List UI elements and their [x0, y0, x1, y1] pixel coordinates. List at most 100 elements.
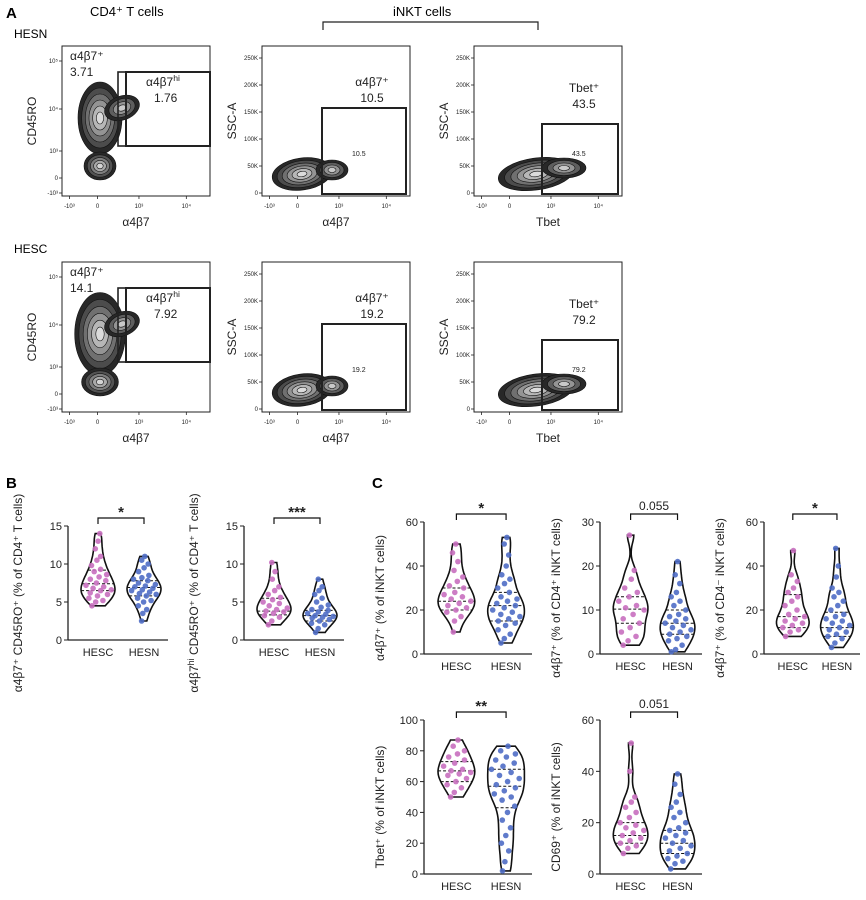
x-tick-label: 10³	[547, 204, 556, 210]
data-point	[503, 832, 509, 839]
significance-label: **	[475, 698, 487, 715]
data-point	[504, 809, 511, 816]
data-point	[444, 781, 450, 788]
data-point	[672, 860, 678, 867]
panel-c-letter: C	[372, 475, 383, 492]
inner-gate-value: 43.5	[572, 151, 586, 158]
hi-gate-label: α4β7hi	[146, 289, 180, 305]
data-point	[87, 590, 93, 596]
x-axis-label: α4β7	[322, 215, 350, 229]
violin-hesn	[819, 545, 855, 651]
y-axis-label: Tbet⁺ (% of iNKT cells)	[373, 746, 387, 869]
data-point	[630, 611, 636, 618]
flow-plot-hesc-inkt-a4b7: -10³ 0 10³ 10⁴ 0 50K 100K 150K 200K 250K α4β7 SSC-A…	[225, 261, 411, 445]
y-axis-label: α4β7hi CD45RO⁺ (% of CD4⁺ T cells)	[186, 493, 201, 692]
inner-gate-value: 79.2	[572, 367, 586, 374]
data-point	[628, 576, 635, 582]
data-point	[138, 618, 145, 624]
data-point	[321, 622, 328, 628]
y-tick-label: 10⁴	[49, 322, 59, 329]
data-point	[460, 574, 466, 580]
data-point	[673, 799, 680, 805]
y-tick-label: 200K	[244, 83, 258, 89]
data-point	[501, 580, 508, 587]
data-point	[140, 610, 146, 617]
y-axis-label: α4β7⁺ CD45RO⁺ (% of CD4⁺ T cells)	[11, 494, 25, 692]
data-point	[450, 629, 457, 635]
data-point	[507, 576, 513, 582]
x-tick-label: -10³	[264, 420, 275, 426]
data-point	[452, 589, 458, 596]
x-axis-label: Tbet	[536, 215, 561, 229]
data-point	[458, 613, 464, 620]
data-point	[512, 751, 519, 757]
data-point	[316, 587, 322, 594]
data-point	[832, 613, 839, 620]
significance-label: ***	[288, 504, 306, 521]
data-point	[505, 743, 511, 749]
category-label: HESC	[83, 647, 114, 659]
gate-label: α4β7⁺	[355, 75, 389, 89]
data-point	[846, 622, 853, 629]
y-tick-label: -10³	[47, 191, 58, 197]
data-point	[130, 576, 137, 582]
y-tick-label: 40	[582, 766, 594, 778]
density-contours	[498, 372, 587, 408]
data-point	[631, 567, 638, 574]
y-tick-label: 0	[467, 191, 471, 197]
y-tick-label: 20	[582, 561, 594, 573]
data-point	[453, 778, 459, 785]
x-tick-label: 0	[96, 420, 100, 426]
hi-gate-label: α4β7hi	[146, 73, 180, 89]
x-tick-label: 10⁴	[382, 203, 392, 210]
data-point	[620, 642, 626, 648]
data-point	[669, 624, 676, 631]
data-point	[95, 538, 101, 544]
data-point	[271, 587, 278, 594]
y-tick-label: 5	[232, 597, 238, 609]
data-point	[316, 618, 323, 624]
data-point	[633, 822, 639, 828]
hi-gate-value: 7.92	[154, 307, 178, 321]
data-point	[628, 740, 634, 746]
significance-bracket	[630, 513, 679, 520]
x-tick-label: 0	[508, 420, 512, 426]
data-point	[87, 576, 94, 582]
data-point	[463, 775, 470, 782]
data-point	[143, 593, 150, 599]
data-point	[619, 832, 626, 839]
y-axis-label: α4β7⁺ (% of CD4⁻ iNKT cells)	[713, 518, 727, 678]
y-axis-label: SSC-A	[437, 103, 451, 140]
y-axis-label: SSC-A	[225, 319, 239, 356]
x-axis-label: Tbet	[536, 431, 561, 445]
hi-gate-value: 1.76	[154, 91, 178, 105]
gate-value: 19.2	[360, 307, 384, 321]
data-point	[833, 574, 840, 580]
inkt-bracket	[322, 21, 539, 30]
data-point	[825, 633, 831, 640]
data-point	[626, 532, 633, 538]
data-point	[502, 622, 509, 629]
data-point	[673, 832, 679, 839]
data-point	[97, 553, 104, 560]
flow-plot-hesc-cd4: -10³ 0 10³ 10⁴ -10³ 0 10³ 10⁴ 10⁵ α4β7 CD45RO α4β7⁺…	[25, 261, 211, 445]
panel-a-letter: A	[6, 5, 17, 22]
data-point	[638, 835, 644, 841]
gate-box	[321, 107, 407, 195]
data-point	[617, 840, 624, 846]
data-point	[277, 594, 284, 601]
data-point	[459, 766, 466, 773]
data-point	[662, 620, 668, 626]
y-axis-label: CD69⁺ (% of iNKT cells)	[549, 742, 563, 871]
data-point	[461, 748, 468, 754]
y-axis-label: α4β7⁺ (% of iNKT cells)	[373, 535, 387, 661]
data-point	[145, 561, 151, 567]
y-tick-label: 10	[582, 605, 594, 617]
data-point	[688, 843, 694, 849]
data-point	[499, 572, 505, 578]
data-point	[512, 602, 519, 609]
category-label: HESN	[305, 647, 336, 659]
data-point	[260, 599, 266, 605]
flow-plot-hesn-inkt-tbet: -10³ 0 10³ 10⁴ 0 50K 100K 150K 200K 250K Tbet SSC-A…	[437, 45, 623, 229]
data-point	[492, 757, 499, 763]
